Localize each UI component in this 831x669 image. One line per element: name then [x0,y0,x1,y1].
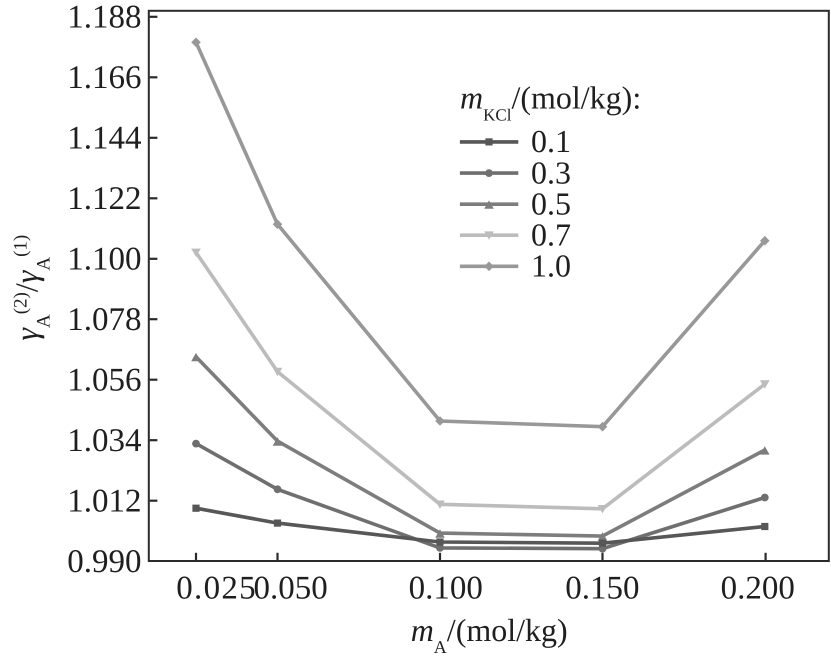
svg-text:mKCl/(mol/kg):: mKCl/(mol/kg): [460,80,641,125]
svg-text:mA/(mol/kg): mA/(mol/kg) [411,612,568,657]
svg-text:0.7: 0.7 [531,216,571,252]
svg-text:0.5: 0.5 [531,185,571,221]
svg-text:1.0: 1.0 [531,248,571,284]
svg-text:0.150: 0.150 [565,571,639,607]
svg-text:1.122: 1.122 [67,181,141,217]
svg-text:1.166: 1.166 [67,60,141,96]
svg-text:0.100: 0.100 [409,571,483,607]
svg-text:0.3: 0.3 [531,154,571,190]
svg-text:1.012: 1.012 [67,484,141,520]
svg-text:γA(2)/γA(1): γA(2)/γA(1) [9,235,55,341]
svg-text:1.188: 1.188 [67,0,141,36]
svg-text:1.034: 1.034 [67,423,141,459]
svg-text:0.050: 0.050 [253,571,327,607]
svg-text:0.025: 0.025 [176,571,257,607]
svg-text:1.144: 1.144 [67,121,141,157]
svg-text:0.990: 0.990 [67,544,141,580]
svg-text:0.200: 0.200 [721,571,795,607]
svg-text:0.1: 0.1 [531,123,571,159]
svg-text:1.100: 1.100 [67,242,141,278]
svg-text:1.056: 1.056 [67,363,141,399]
svg-text:1.078: 1.078 [67,302,141,338]
